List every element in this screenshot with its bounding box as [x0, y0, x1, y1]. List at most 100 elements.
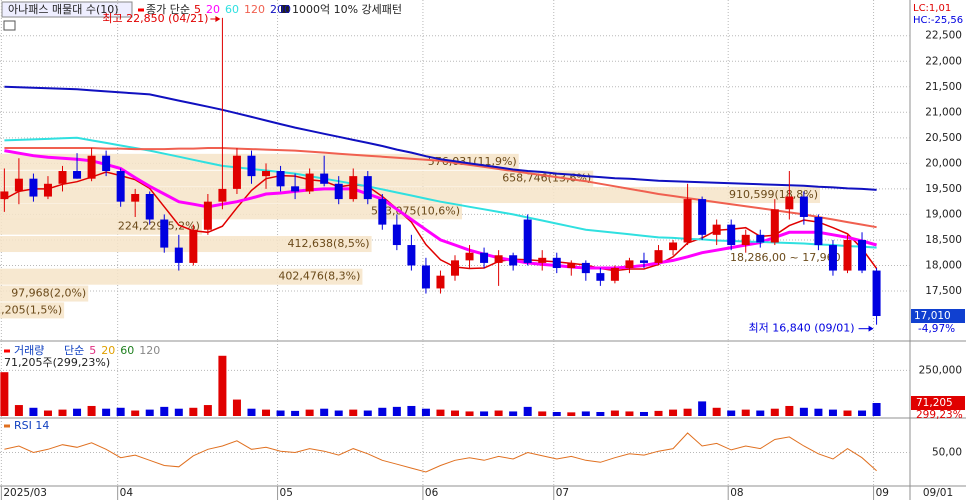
volume-profile-bar — [0, 203, 463, 220]
volume-bar — [683, 408, 692, 416]
volume-bar — [203, 405, 212, 416]
volume-bar — [799, 407, 808, 416]
high-arrowhead — [215, 16, 221, 22]
candle-body — [669, 242, 678, 251]
candle-body — [828, 245, 837, 271]
volume-bar — [494, 410, 503, 416]
candle-body — [785, 196, 794, 210]
candle-body — [73, 171, 82, 179]
y-tick-label: 18,500 — [925, 234, 962, 246]
moving-average — [4, 85, 877, 191]
last-price-box — [911, 309, 965, 324]
indicator-box[interactable] — [1, 1, 133, 18]
candle-body — [610, 268, 619, 281]
volume-profile-label: 402,476(8,3%) — [278, 270, 360, 283]
candle-body — [814, 216, 823, 246]
candle-body — [712, 224, 721, 235]
x-tick-label: 09 — [876, 487, 889, 499]
candle-body — [232, 155, 241, 189]
volume-bar — [334, 410, 343, 416]
change-label: -4,97% — [918, 323, 955, 335]
volume-bar — [363, 410, 372, 416]
y-tick-label: 50,00 — [932, 447, 962, 459]
legend-entry: 5 — [194, 3, 201, 16]
volume-bar — [232, 399, 241, 416]
volume-bar — [552, 411, 561, 416]
x-tick-label: 07 — [556, 487, 569, 499]
hc-label: HC:-25,56 — [913, 15, 963, 26]
volume-bar — [116, 407, 125, 416]
volume-bar — [58, 409, 67, 416]
volume-bar — [276, 410, 285, 416]
volume-bar — [247, 408, 256, 416]
candle-body — [305, 173, 314, 192]
volume-bar — [727, 410, 736, 416]
volume-bar — [814, 408, 823, 416]
candle-body — [349, 176, 358, 200]
volume-bar — [480, 411, 489, 416]
candle-body — [247, 155, 256, 177]
pattern-marker — [281, 5, 289, 13]
rsi-line — [4, 432, 877, 473]
volume-bar — [392, 406, 401, 416]
volume-bar — [378, 407, 387, 416]
range-label: 18,286,00 ~ 17,960 — [730, 251, 841, 264]
background-layer — [0, 0, 910, 500]
candle-body — [698, 199, 707, 235]
volume-profile-bar — [0, 268, 363, 285]
candle-body — [102, 155, 111, 172]
moving-average — [4, 147, 877, 229]
volume-bar — [770, 408, 779, 416]
candle-body — [160, 219, 169, 248]
volume-bar — [160, 406, 169, 416]
candle-body — [378, 199, 387, 225]
last-price-label: 17,010 — [914, 310, 951, 322]
legend-title: 단순 — [64, 344, 84, 357]
legend-entry: 120 — [244, 3, 265, 16]
volume-profile-bar — [0, 302, 65, 319]
volume-bar — [625, 411, 634, 416]
volume-bar — [262, 409, 271, 416]
candle-body — [538, 257, 547, 263]
volume-bar — [29, 407, 38, 416]
candle-body — [29, 178, 38, 197]
volume-bar — [421, 408, 430, 416]
volume-bar — [828, 409, 837, 416]
y-tick-label: 20,500 — [925, 132, 962, 144]
volume-bar — [785, 405, 794, 416]
candle-body — [174, 247, 183, 263]
candle-body — [654, 250, 663, 263]
volume-bar — [131, 410, 140, 416]
candle-body — [276, 171, 285, 187]
candle-body — [872, 270, 881, 317]
volume-change-label: 299,23% — [916, 409, 963, 421]
volume-profile-label: 71,205(1,5%) — [0, 303, 62, 316]
y-tick-label: 21,500 — [925, 81, 962, 93]
x-tick-label: 08 — [730, 487, 743, 499]
candle-body — [596, 273, 605, 281]
volume-bar — [73, 408, 82, 416]
volume-bar — [189, 407, 198, 416]
grid-icon[interactable] — [3, 20, 16, 31]
x-tick-label: 2025/03 — [3, 487, 47, 499]
volume-profile-label: 97,968(2,0%) — [11, 287, 86, 300]
volume-bar — [756, 410, 765, 416]
volume-bar — [43, 410, 52, 416]
volume-profile-label: 910,599(18,8%) — [729, 188, 818, 201]
candle-body — [509, 255, 518, 266]
volume-bar — [102, 408, 111, 416]
volume-profile-label: 224,229(5,2%) — [118, 220, 200, 233]
volume-profile-bar — [0, 218, 202, 235]
high-label: 최고 22,850 (04/21) — [102, 12, 208, 25]
legend-entry: 5 — [89, 344, 96, 357]
candle-body — [625, 260, 634, 269]
x-tick-label: 06 — [425, 487, 439, 499]
candle-body — [421, 265, 430, 289]
candle-body — [770, 209, 779, 243]
volume-bar — [174, 408, 183, 416]
candle-body — [465, 252, 474, 261]
y-tick-label: 19,500 — [925, 183, 962, 195]
candle-body — [145, 193, 154, 220]
y-tick-label: 22,500 — [925, 30, 962, 42]
candle-body — [741, 234, 750, 246]
